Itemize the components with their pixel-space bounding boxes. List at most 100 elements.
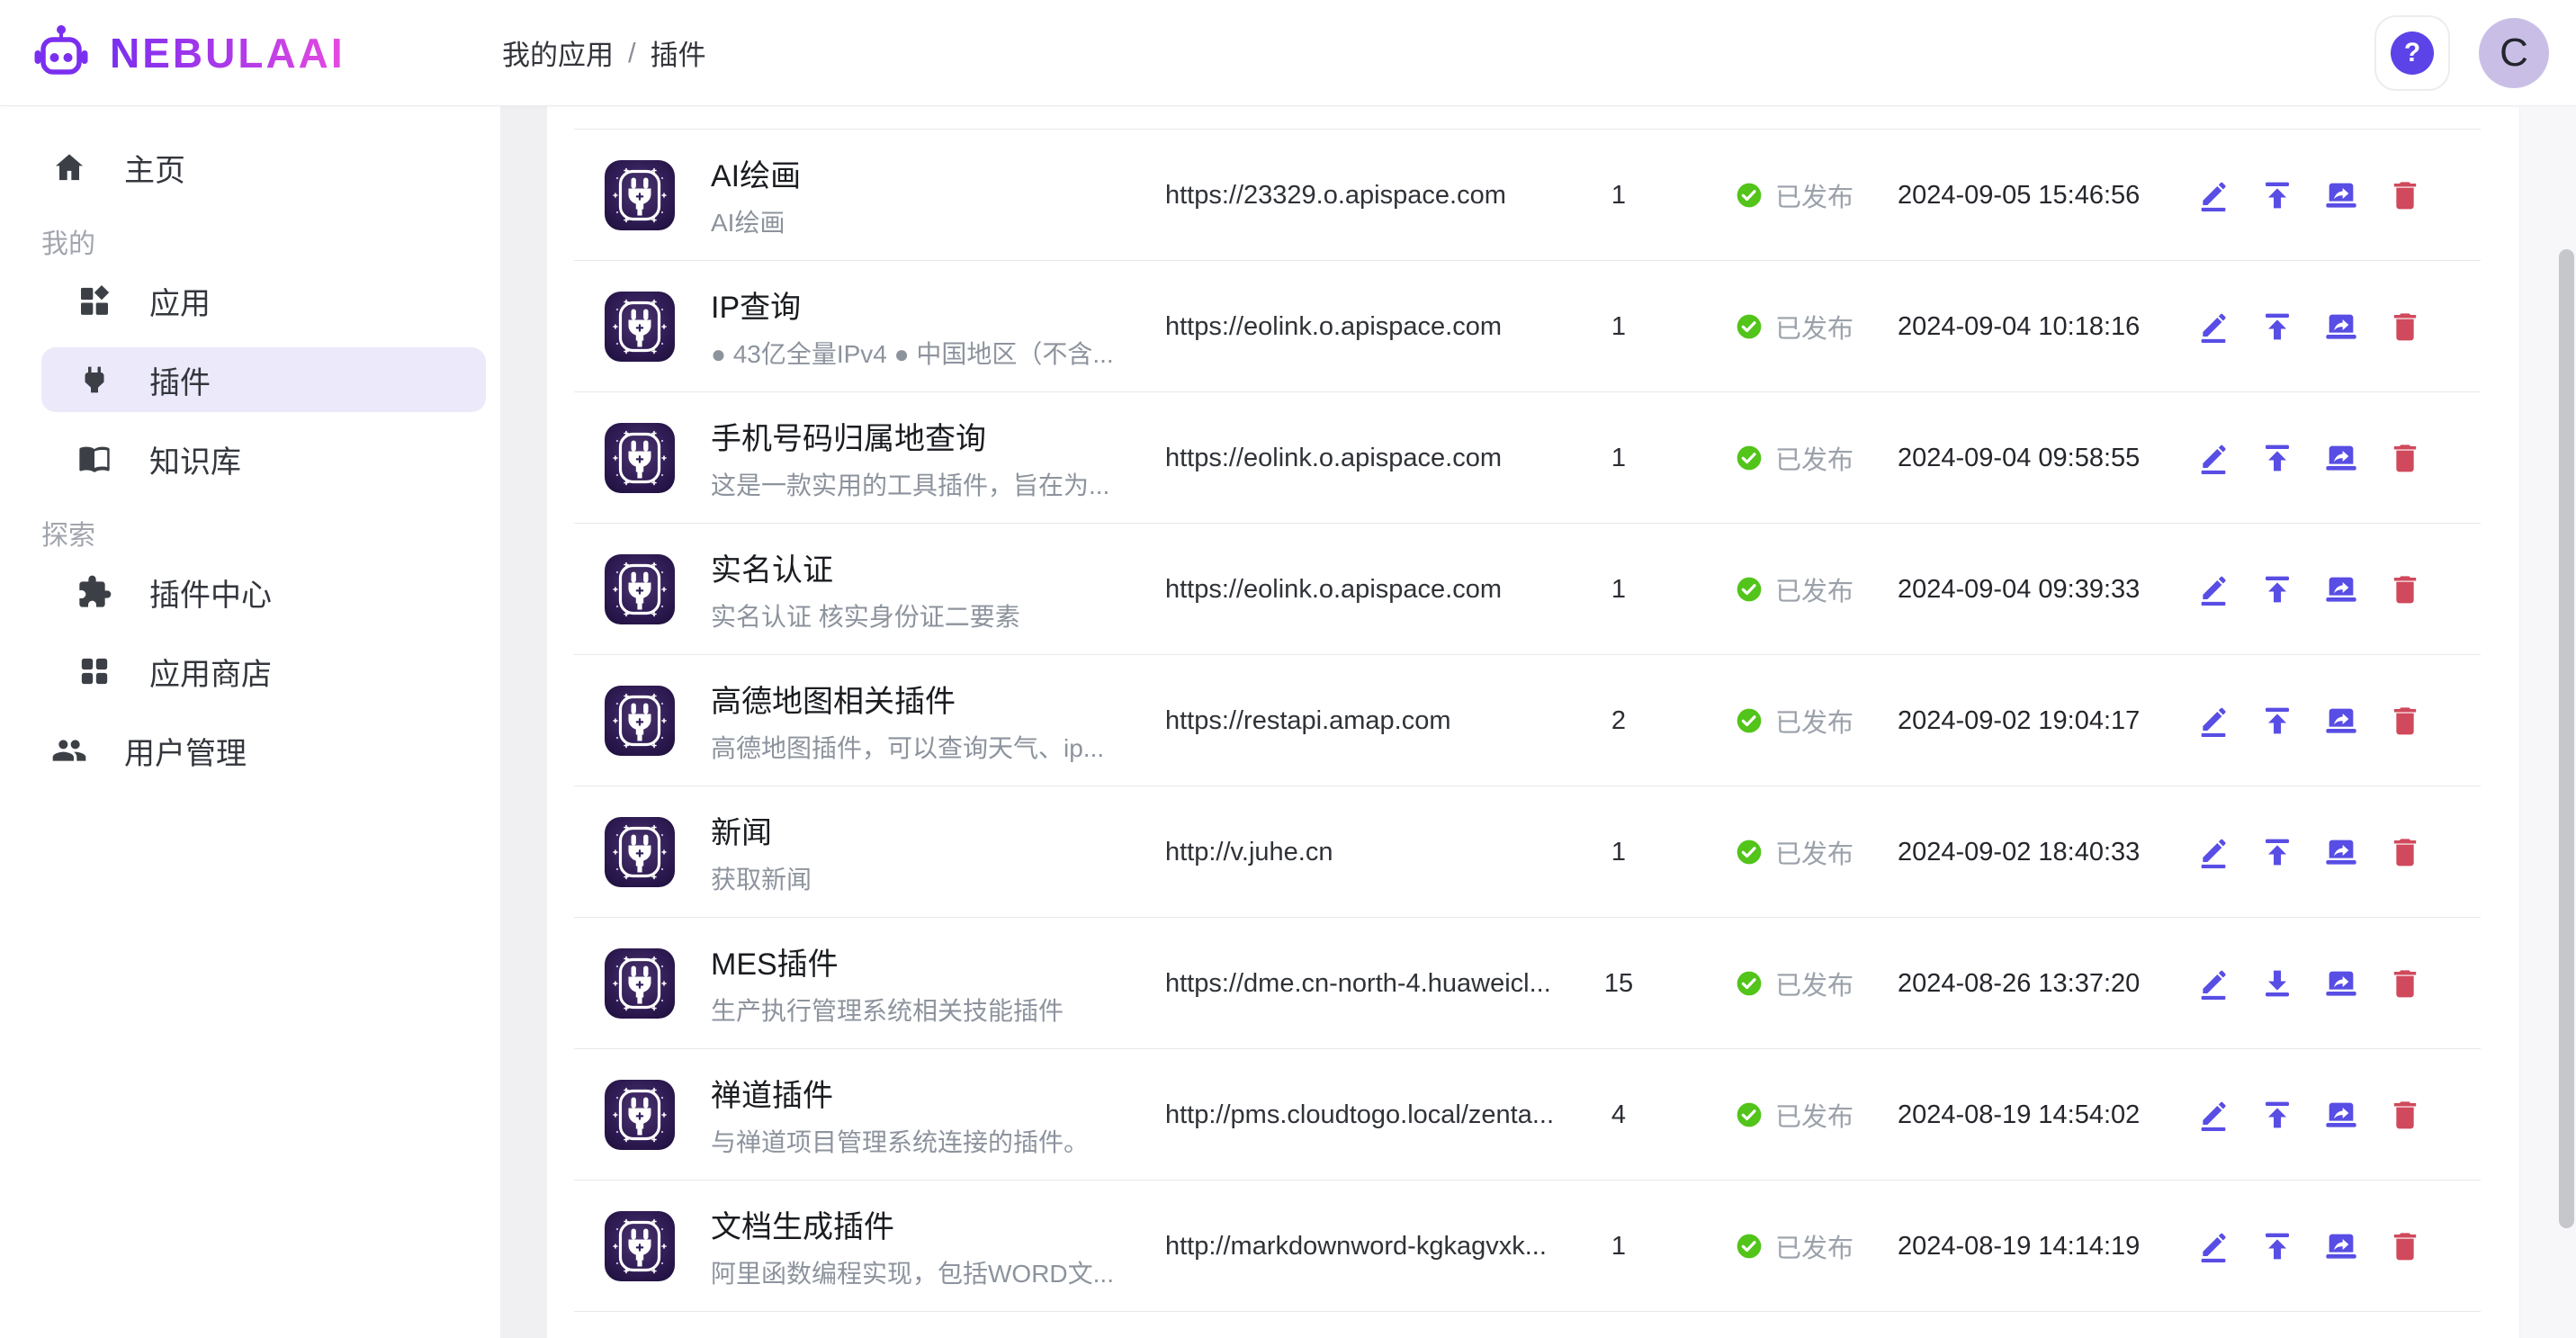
publish-icon (2259, 177, 2295, 213)
row-actions (2194, 918, 2425, 1049)
share-button[interactable] (2321, 438, 2361, 478)
delete-button[interactable] (2385, 1226, 2425, 1266)
publish-icon (2259, 440, 2295, 476)
edit-button[interactable] (2194, 1226, 2233, 1266)
delete-button[interactable] (2385, 175, 2425, 215)
status-badge: 已发布 (1735, 786, 1853, 918)
share-icon (2323, 177, 2359, 213)
share-button[interactable] (2321, 1226, 2361, 1266)
sidebar-item[interactable]: 应用商店 (41, 639, 486, 704)
plugin-tile-icon (605, 1211, 675, 1281)
plugin-description: ● 43亿全量IPv4 ● 中国地区（不含... (711, 340, 1114, 368)
sidebar-item-user-management[interactable]: 用户管理 (14, 718, 486, 783)
delete-icon (2387, 571, 2423, 607)
publish-button[interactable] (2257, 1226, 2297, 1266)
plugin-url: https://23329.o.apispace.com (1165, 180, 1506, 210)
check-circle-icon (1735, 181, 1764, 210)
edit-button[interactable] (2194, 701, 2233, 741)
plugin-tile-icon (605, 554, 675, 624)
sidebar-item-home[interactable]: 主页 (14, 135, 486, 200)
share-button[interactable] (2321, 570, 2361, 609)
plugin-name: 高德地图相关插件 (711, 685, 956, 719)
avatar[interactable]: C (2479, 17, 2549, 88)
publish-button[interactable] (2257, 438, 2297, 478)
publish-button[interactable] (2257, 570, 2297, 609)
table-row: 手机号码归属地查询 这是一款实用的工具插件，旨在为... https://eol… (574, 392, 2481, 524)
status-badge: 已发布 (1735, 1049, 1853, 1181)
table-row: AI绘画 AI绘画 https://23329.o.apispace.com 1… (574, 130, 2481, 261)
edit-icon (2195, 309, 2231, 345)
edit-button[interactable] (2194, 964, 2233, 1003)
plugin-description: 与禅道项目管理系统连接的插件。 (711, 1128, 1090, 1156)
status-label: 已发布 (1775, 972, 1854, 1001)
download-button[interactable] (2257, 964, 2297, 1003)
row-actions (2194, 130, 2425, 261)
help-button[interactable]: ? (2374, 14, 2450, 91)
delete-button[interactable] (2385, 1095, 2425, 1135)
breadcrumb-current: 插件 (650, 40, 706, 71)
plugin-tile-icon (605, 817, 675, 887)
plugin-url: http://pms.cloudtogo.local/zenta... (1165, 1100, 1555, 1129)
status-badge: 已发布 (1735, 918, 1853, 1049)
publish-button[interactable] (2257, 701, 2297, 741)
publish-button[interactable] (2257, 307, 2297, 346)
sidebar-item[interactable]: 知识库 (41, 427, 486, 491)
edit-button[interactable] (2194, 307, 2233, 346)
table-row: 文档生成插件 阿里函数编程实现，包括WORD文... http://markdo… (574, 1181, 2481, 1312)
publish-icon (2259, 1097, 2295, 1133)
edit-button[interactable] (2194, 438, 2233, 478)
edit-button[interactable] (2194, 175, 2233, 215)
edit-icon (2195, 1228, 2231, 1264)
delete-button[interactable] (2385, 701, 2425, 741)
plugin-name: MES插件 (711, 947, 839, 982)
plugin-count: 1 (1611, 443, 1627, 472)
publish-button[interactable] (2257, 832, 2297, 872)
edit-button[interactable] (2194, 832, 2233, 872)
download-icon (2259, 965, 2295, 1001)
plugin-cell: 实名认证 实名认证 核实身份证二要素 (605, 524, 1020, 655)
share-button[interactable] (2321, 1095, 2361, 1135)
share-button[interactable] (2321, 175, 2361, 215)
share-icon (2323, 965, 2359, 1001)
plugin-list-panel: AI绘画 AI绘画 https://23329.o.apispace.com 1… (547, 106, 2519, 1338)
scrollbar-thumb[interactable] (2559, 249, 2574, 1228)
plugin-description: 实名认证 核实身份证二要素 (711, 603, 1020, 631)
sidebar-item[interactable]: 插件 (41, 347, 486, 412)
breadcrumb-parent[interactable]: 我的应用 (502, 40, 614, 71)
table-row: MES插件 生产执行管理系统相关技能插件 https://dme.cn-nort… (574, 918, 2481, 1049)
delete-button[interactable] (2385, 964, 2425, 1003)
top-header: NEBULAAI 我的应用 / 插件 ? C (0, 0, 2576, 106)
edit-button[interactable] (2194, 1095, 2233, 1135)
delete-button[interactable] (2385, 832, 2425, 872)
publish-date: 2024-09-05 15:46:56 (1898, 180, 2141, 210)
edit-button[interactable] (2194, 570, 2233, 609)
publish-icon (2259, 571, 2295, 607)
share-icon (2323, 834, 2359, 870)
plugin-table: AI绘画 AI绘画 https://23329.o.apispace.com 1… (574, 129, 2481, 1312)
status-badge: 已发布 (1735, 655, 1853, 786)
plugin-cell: AI绘画 AI绘画 (605, 130, 801, 261)
delete-button[interactable] (2385, 438, 2425, 478)
status-badge: 已发布 (1735, 524, 1853, 655)
share-button[interactable] (2321, 964, 2361, 1003)
sidebar-item[interactable]: 插件中心 (41, 560, 486, 624)
share-button[interactable] (2321, 832, 2361, 872)
plugin-count: 15 (1603, 968, 1634, 998)
brand-logo[interactable]: NEBULAAI (32, 23, 464, 82)
sidebar-item[interactable]: 应用 (41, 268, 486, 333)
publish-button[interactable] (2257, 175, 2297, 215)
publish-date: 2024-09-04 09:39:33 (1898, 574, 2141, 604)
share-icon (2323, 1097, 2359, 1133)
breadcrumb: 我的应用 / 插件 (502, 32, 706, 73)
share-button[interactable] (2321, 701, 2361, 741)
plugin-name: 实名认证 (711, 553, 833, 588)
plugin-description: 生产执行管理系统相关技能插件 (711, 997, 1064, 1025)
delete-button[interactable] (2385, 570, 2425, 609)
publish-button[interactable] (2257, 1095, 2297, 1135)
table-row: IP查询 ● 43亿全量IPv4 ● 中国地区（不含... https://eo… (574, 261, 2481, 392)
check-circle-icon (1735, 838, 1764, 867)
delete-button[interactable] (2385, 307, 2425, 346)
delete-icon (2387, 1228, 2423, 1264)
plugin-cell: MES插件 生产执行管理系统相关技能插件 (605, 918, 1064, 1049)
share-button[interactable] (2321, 307, 2361, 346)
